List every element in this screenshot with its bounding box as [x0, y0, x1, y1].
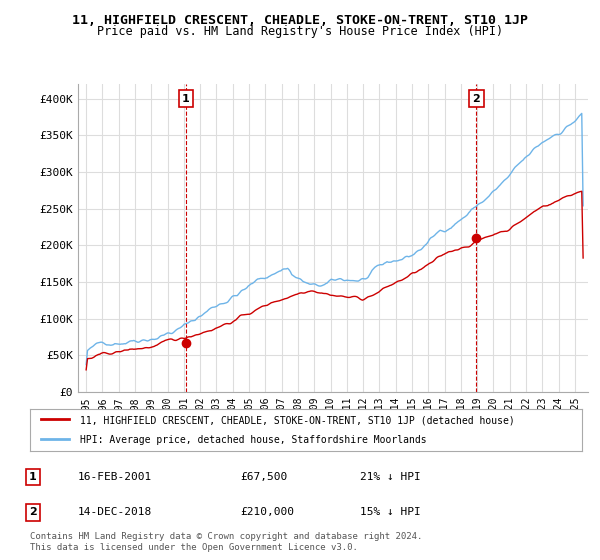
Text: 21% ↓ HPI: 21% ↓ HPI	[360, 472, 421, 482]
Text: 16-FEB-2001: 16-FEB-2001	[78, 472, 152, 482]
Text: 1: 1	[182, 94, 190, 104]
Text: Price paid vs. HM Land Registry's House Price Index (HPI): Price paid vs. HM Land Registry's House …	[97, 25, 503, 38]
Text: 11, HIGHFIELD CRESCENT, CHEADLE, STOKE-ON-TRENT, ST10 1JP (detached house): 11, HIGHFIELD CRESCENT, CHEADLE, STOKE-O…	[80, 415, 514, 425]
Text: Contains HM Land Registry data © Crown copyright and database right 2024.
This d: Contains HM Land Registry data © Crown c…	[30, 532, 422, 552]
Text: 2: 2	[473, 94, 480, 104]
Text: HPI: Average price, detached house, Staffordshire Moorlands: HPI: Average price, detached house, Staf…	[80, 435, 427, 445]
Text: 1: 1	[29, 472, 37, 482]
Text: 14-DEC-2018: 14-DEC-2018	[78, 507, 152, 517]
Text: 2: 2	[29, 507, 37, 517]
Text: 15% ↓ HPI: 15% ↓ HPI	[360, 507, 421, 517]
Text: £67,500: £67,500	[240, 472, 287, 482]
Text: 11, HIGHFIELD CRESCENT, CHEADLE, STOKE-ON-TRENT, ST10 1JP: 11, HIGHFIELD CRESCENT, CHEADLE, STOKE-O…	[72, 14, 528, 27]
Text: £210,000: £210,000	[240, 507, 294, 517]
